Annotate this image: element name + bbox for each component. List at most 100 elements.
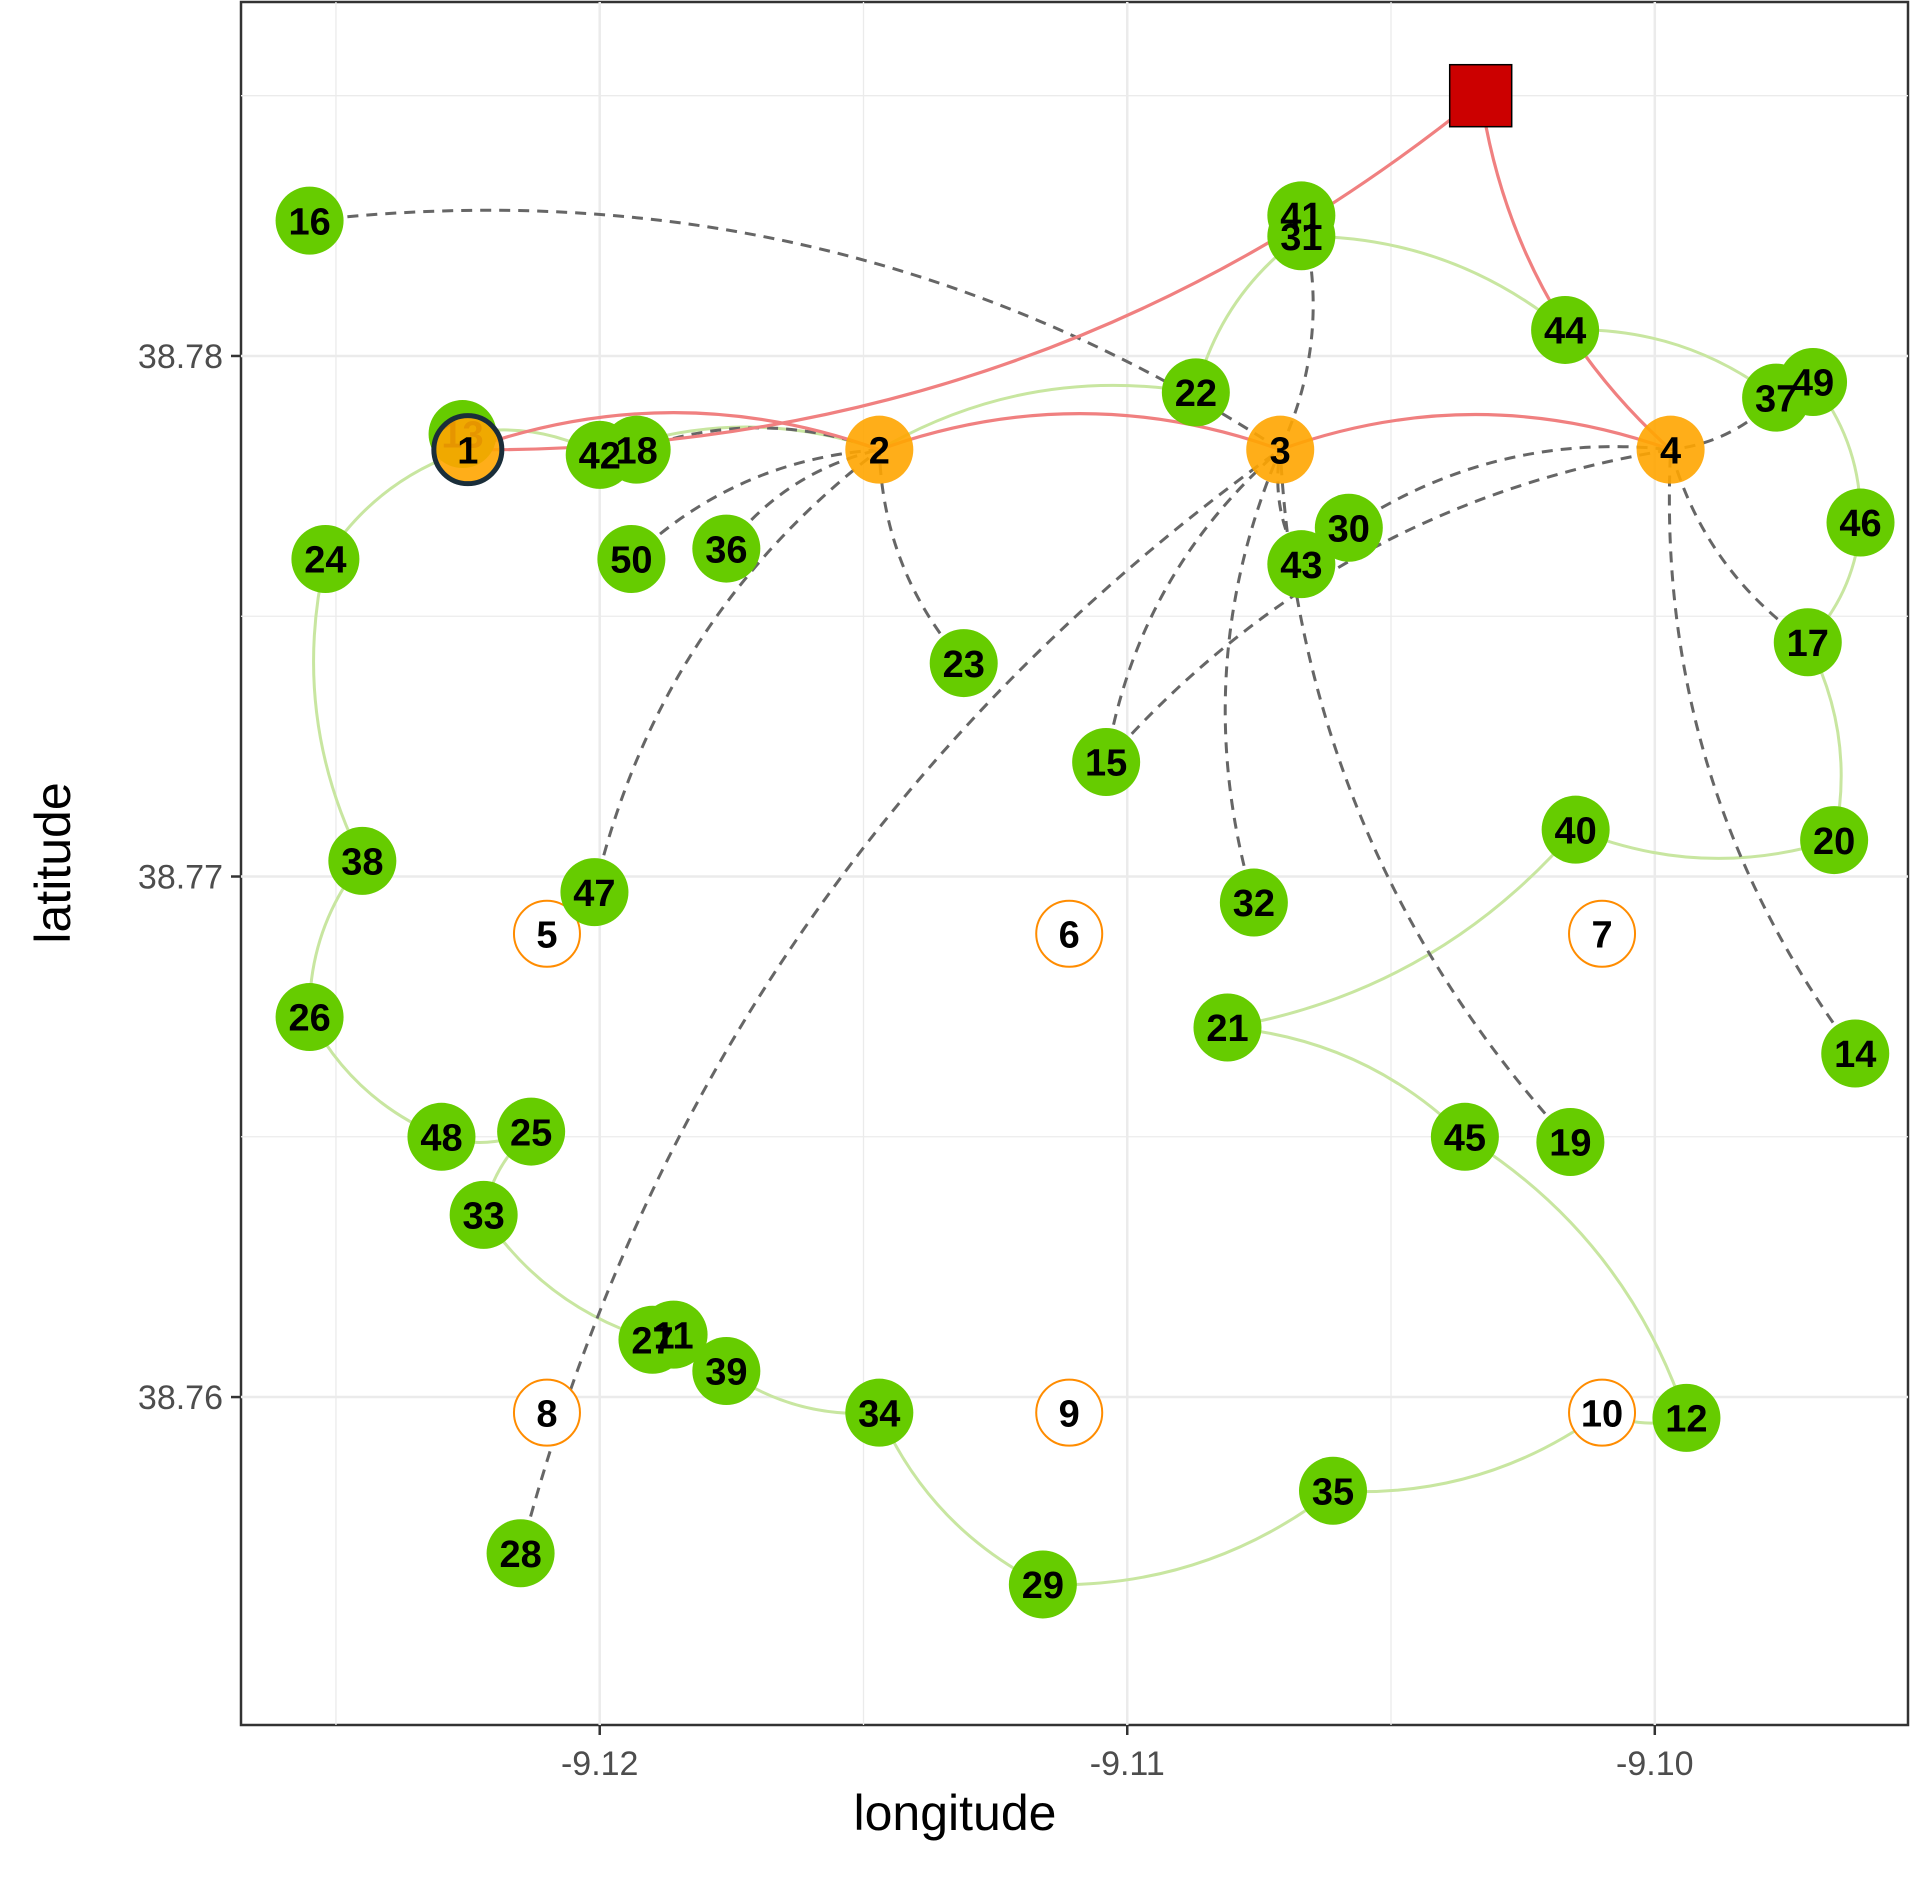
customer-label: 47 [573, 873, 615, 915]
customer-label: 44 [1544, 311, 1586, 353]
open-facility-label: 2 [869, 430, 890, 472]
customer-label: 26 [288, 998, 330, 1040]
customer-marker [407, 1102, 476, 1171]
customer-marker [1652, 1383, 1721, 1452]
secondary-route-segment [878, 383, 1197, 451]
customer-label: 27 [631, 1320, 673, 1362]
customer-label: 30 [1328, 508, 1370, 550]
open-facility-marker [1636, 415, 1705, 484]
customer-marker [597, 524, 666, 593]
y-tick-label: 38.76 [138, 1379, 223, 1417]
customer-label: 46 [1839, 503, 1881, 545]
customer-label: 38 [341, 842, 383, 884]
closed-facility-label: 6 [1059, 914, 1080, 956]
customer-label: 37 [1755, 378, 1797, 420]
x-tick-label: -9.12 [561, 1745, 639, 1783]
customer-label: 20 [1813, 821, 1855, 863]
y-tick-label: 38.77 [138, 859, 223, 897]
customer-marker [565, 420, 634, 489]
customer-marker [1298, 1456, 1367, 1525]
customer-label: 36 [705, 529, 747, 571]
customer-marker [328, 826, 397, 895]
customer-label: 40 [1555, 810, 1597, 852]
customer-marker [1800, 806, 1869, 875]
secondary-route-segment [1464, 1135, 1688, 1419]
closed-facility-label: 7 [1591, 914, 1612, 956]
customer-label: 11 [653, 1315, 693, 1357]
customer-marker [449, 1180, 518, 1249]
open-facility-marker [431, 413, 505, 487]
assignment-link [1667, 449, 1857, 1055]
customer-marker [497, 1097, 566, 1166]
x-tick-label: -9.10 [1616, 1745, 1694, 1783]
secondary-route-segment [1301, 234, 1567, 332]
customer-label: 48 [420, 1117, 462, 1159]
customer-label: 24 [304, 540, 346, 582]
x-axis-title: longitude [854, 1785, 1057, 1841]
secondary-route-segment [1332, 1411, 1603, 1494]
assignment-link [592, 448, 881, 893]
closed-facility-label: 5 [536, 914, 557, 956]
customer-marker [618, 1305, 687, 1374]
customer-marker [1773, 608, 1842, 677]
customer-marker [692, 514, 761, 583]
customer-marker [486, 1519, 555, 1588]
customer-label: 41 [1280, 196, 1322, 238]
closed-facility-marker [1568, 1378, 1637, 1447]
assignment-link [519, 448, 1282, 1554]
customer-marker [1314, 493, 1383, 562]
axis-layer: -9.12 -9.11 -9.10 38.76 38.77 38.78 [138, 338, 1694, 1783]
customer-label: 17 [1787, 623, 1829, 665]
main-route-segment [467, 411, 880, 452]
customer-label: 28 [499, 1534, 541, 1576]
customer-label: 18 [616, 430, 658, 472]
customer-marker [560, 858, 629, 927]
customer-marker [1541, 795, 1610, 864]
customer-marker [692, 1337, 761, 1406]
customer-label: 45 [1444, 1117, 1486, 1159]
customer-label: 19 [1549, 1123, 1591, 1165]
customer-label: 25 [510, 1112, 552, 1154]
customer-marker [1267, 530, 1336, 599]
assignment-link [309, 208, 1282, 451]
customer-marker [929, 629, 998, 698]
main-route-segment [1279, 413, 1672, 452]
assignment-link [1670, 396, 1778, 452]
customer-label: 21 [1206, 1008, 1248, 1050]
customer-marker [1779, 347, 1848, 416]
customer-label: 12 [1665, 1399, 1707, 1441]
secondary-route-segment [312, 558, 364, 862]
customer-marker [1826, 488, 1895, 557]
customer-marker [1531, 295, 1600, 364]
customer-label: 23 [943, 644, 985, 686]
open-facility-marker [1246, 415, 1315, 484]
customer-label: 15 [1085, 743, 1127, 785]
customer-marker [291, 524, 360, 593]
customer-marker [275, 186, 344, 255]
customer-label: 50 [610, 540, 652, 582]
closed-facility-marker [1035, 1378, 1104, 1447]
open-facility-marker [845, 415, 914, 484]
customer-marker [1161, 358, 1230, 427]
assignment-link [630, 448, 880, 561]
closed-facility-marker [1035, 899, 1104, 968]
secondary-route-segment [1227, 1025, 1466, 1138]
secondary-route-segment [1042, 1489, 1334, 1587]
secondary-route-segment [1227, 828, 1577, 1029]
customer-marker [1267, 181, 1336, 250]
assignment-link [1223, 449, 1282, 903]
customer-marker [1821, 1019, 1890, 1088]
open-facility-label: 4 [1660, 430, 1681, 472]
assignment-link [1347, 445, 1671, 530]
closed-facility-marker [512, 899, 581, 968]
customer-label: 32 [1233, 883, 1275, 925]
customer-label: 43 [1280, 545, 1322, 587]
depot-marker [1448, 63, 1513, 128]
customer-marker [1008, 1550, 1077, 1619]
customer-label: 14 [1834, 1034, 1876, 1076]
closed-facility-label: 8 [536, 1393, 557, 1435]
main-route-segment [1479, 95, 1672, 451]
customer-label: 42 [579, 436, 621, 478]
customer-marker [845, 1378, 914, 1447]
